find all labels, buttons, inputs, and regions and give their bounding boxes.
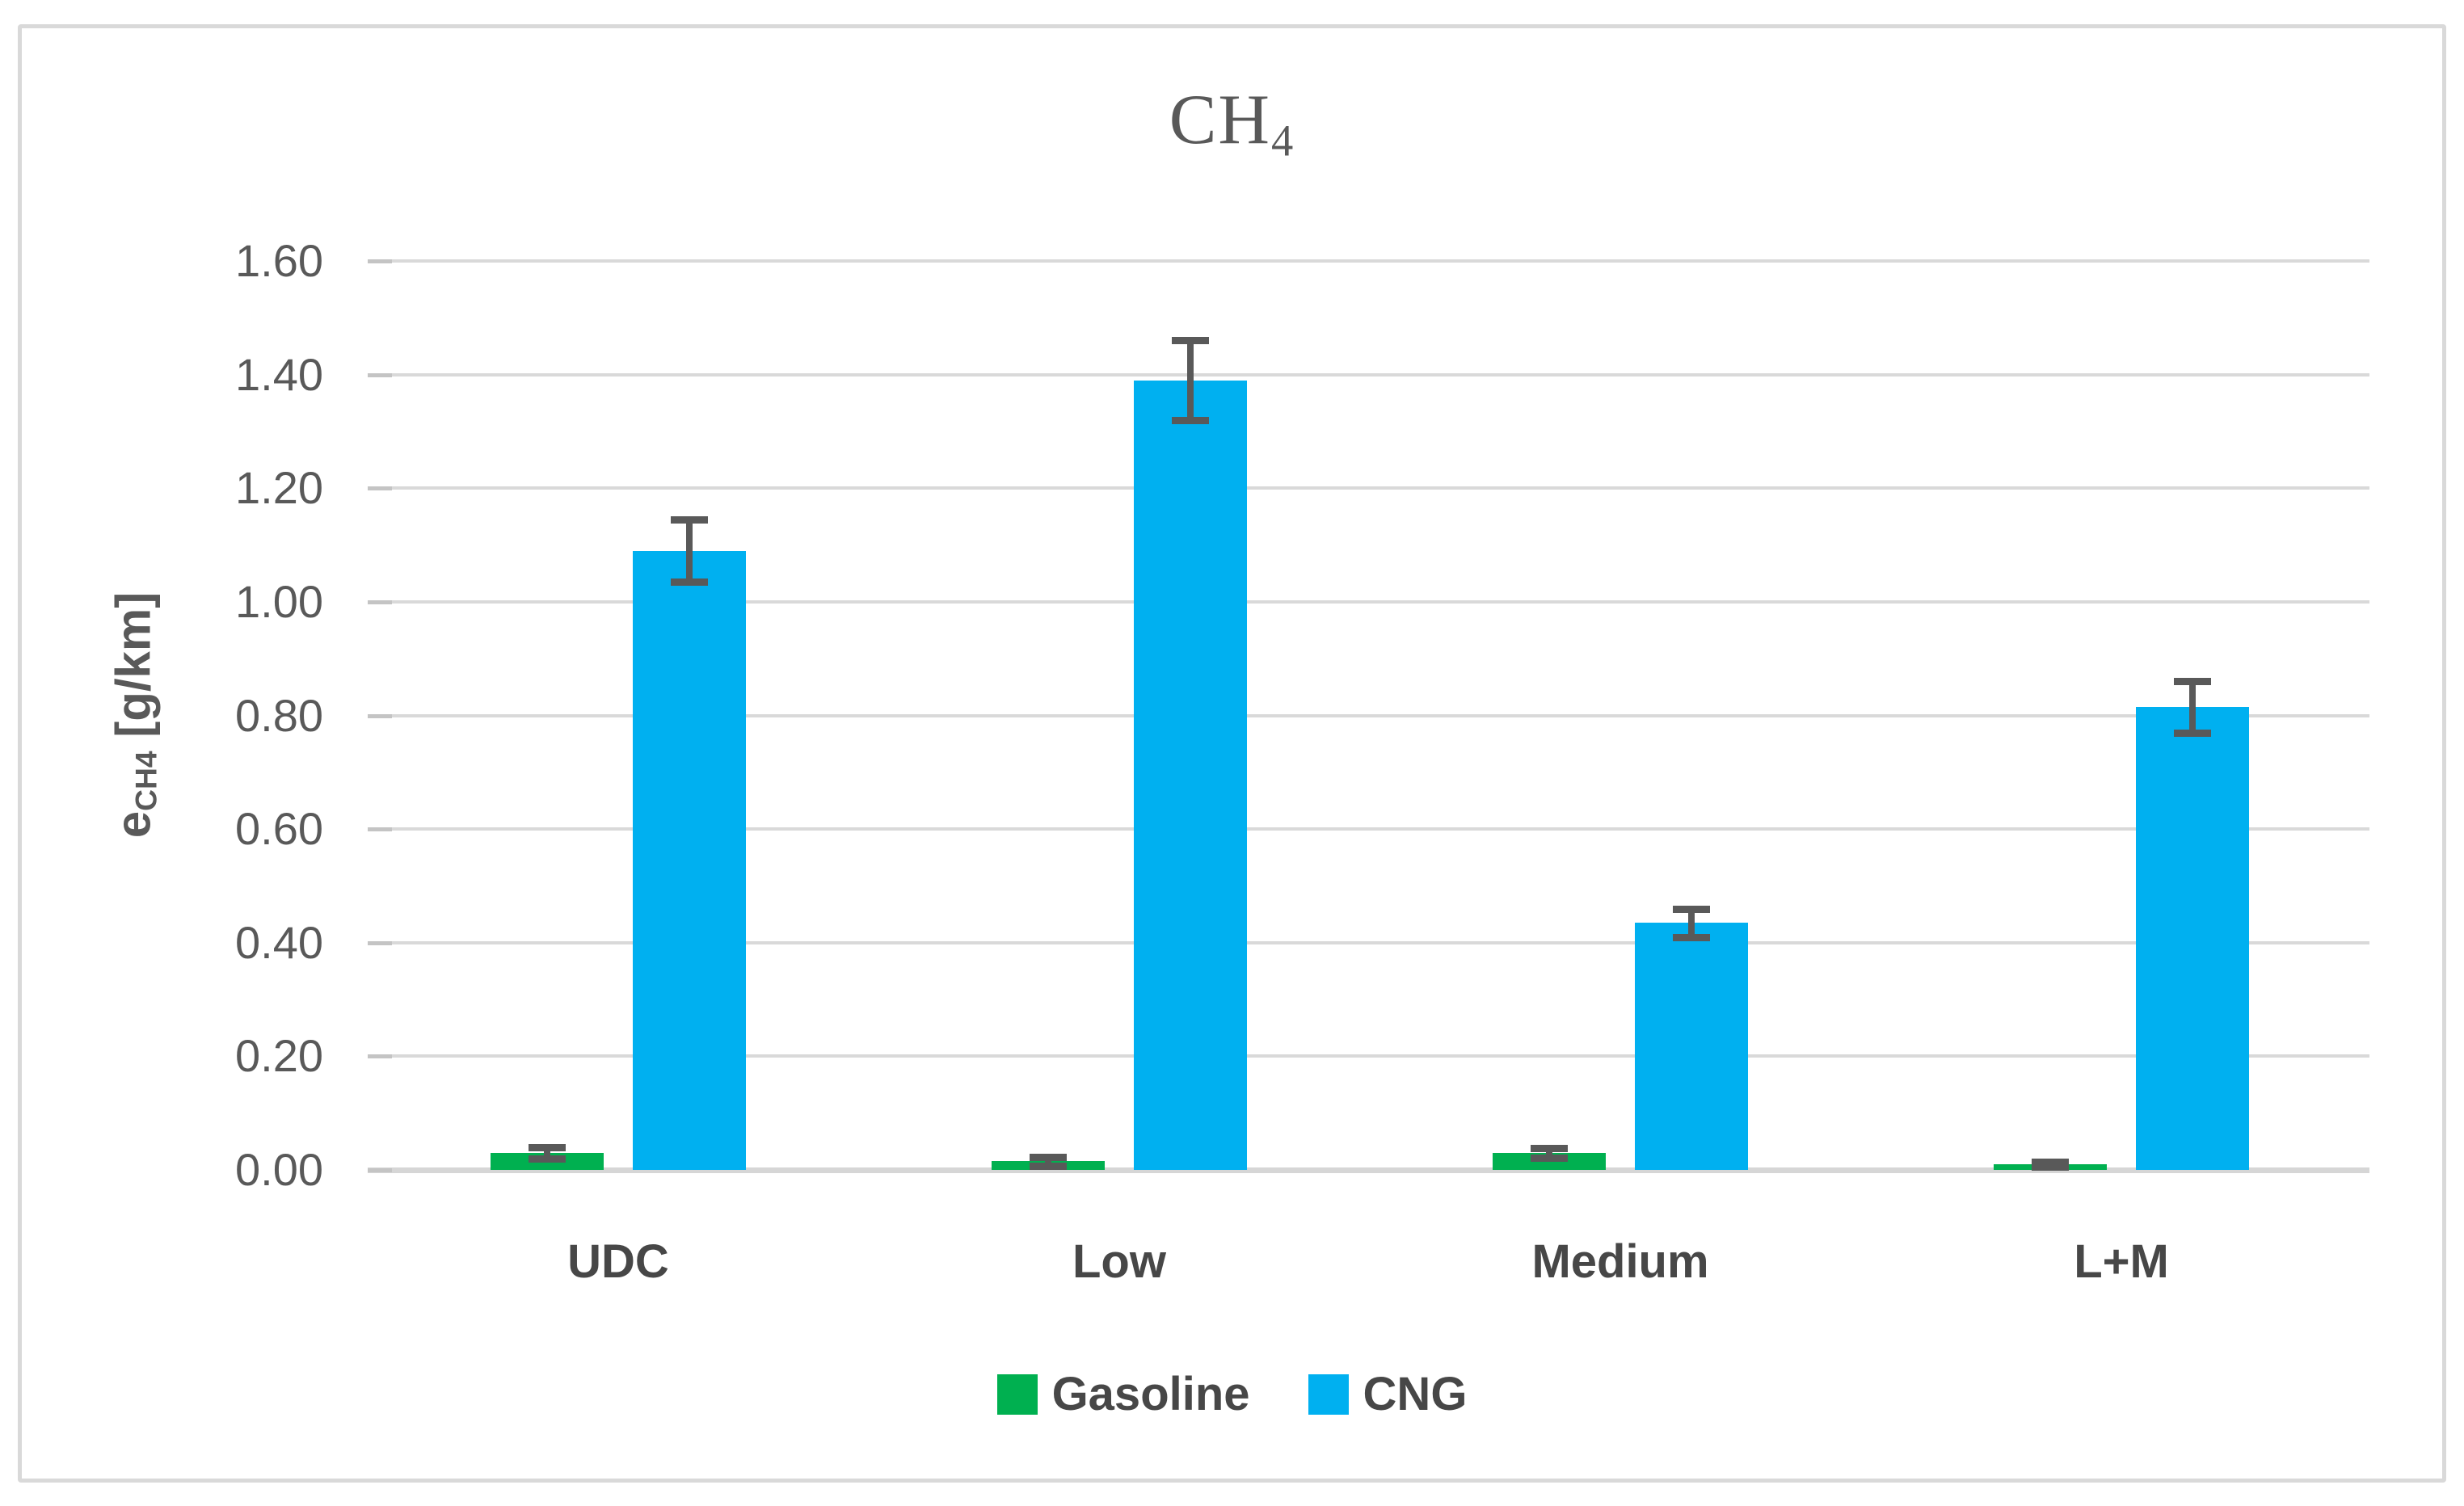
y-tick-label: 1.60 xyxy=(235,235,323,286)
x-axis-label-udc: UDC xyxy=(567,1235,669,1288)
y-tick-mark xyxy=(368,940,392,945)
error-bar-line xyxy=(1187,340,1194,420)
error-bar-cap xyxy=(1030,1163,1067,1171)
error-bar-cap xyxy=(1531,1154,1568,1162)
error-bar-cap xyxy=(2032,1163,2069,1171)
y-tick-label: 0.00 xyxy=(235,1144,323,1195)
error-bar-cap xyxy=(1172,337,1209,345)
y-tick-label: 1.20 xyxy=(235,462,323,514)
gridline xyxy=(368,372,2369,376)
legend-label-gasoline: Gasoline xyxy=(1051,1368,1250,1420)
y-tick-mark xyxy=(368,486,392,491)
error-bar-cap xyxy=(2174,729,2211,737)
legend: Gasoline CNG xyxy=(18,1367,2446,1421)
bar-cng-low xyxy=(1134,380,1247,1170)
error-bar-cap xyxy=(529,1143,566,1151)
error-bar-line xyxy=(686,519,693,583)
y-tick-label: 1.00 xyxy=(235,575,323,627)
legend-label-cng: CNG xyxy=(1363,1368,1468,1420)
x-axis-label-l+m: L+M xyxy=(2074,1235,2169,1288)
error-bar-cap xyxy=(2032,1159,2069,1167)
bar-cng-medium xyxy=(1635,923,1748,1170)
error-bar-line xyxy=(1688,908,1695,937)
y-tick-label: 0.20 xyxy=(235,1030,323,1082)
chart-title-text: CH xyxy=(1169,81,1271,159)
error-bar-cap xyxy=(1673,933,1710,941)
error-bar-line xyxy=(2189,681,2196,733)
gridline xyxy=(368,259,2369,263)
bar-cng-udc xyxy=(633,550,746,1170)
error-bar-line xyxy=(1546,1148,1552,1158)
y-tick-label: 0.40 xyxy=(235,916,323,968)
legend-swatch-gasoline xyxy=(996,1373,1038,1415)
x-axis-label-low: Low xyxy=(1072,1235,1166,1288)
x-axis-label-medium: Medium xyxy=(1531,1235,1709,1288)
gridline xyxy=(368,940,2369,944)
y-tick-mark xyxy=(368,713,392,718)
y-tick-label: 1.40 xyxy=(235,348,323,400)
error-bar-cap xyxy=(1531,1145,1568,1153)
error-bar-cap xyxy=(671,515,708,524)
x-axis-line xyxy=(368,1167,2369,1173)
error-bar-cap xyxy=(671,578,708,587)
error-bar-line xyxy=(544,1146,550,1159)
chart-title-subscript: 4 xyxy=(1270,116,1295,166)
y-tick-mark xyxy=(368,372,392,377)
gridline xyxy=(368,827,2369,831)
legend-swatch-cng xyxy=(1308,1373,1349,1415)
gridline xyxy=(368,713,2369,717)
legend-entry-gasoline: Gasoline xyxy=(996,1367,1250,1421)
y-tick-label: 0.60 xyxy=(235,803,323,855)
error-bar-line xyxy=(1045,1156,1051,1167)
y-tick-mark xyxy=(368,599,392,604)
plot-area xyxy=(368,259,2369,1173)
bar-cng-l+m xyxy=(2136,706,2249,1170)
y-tick-mark xyxy=(368,1168,392,1172)
y-tick-label: 0.80 xyxy=(235,689,323,741)
error-bar-cap xyxy=(1673,905,1710,913)
gridline xyxy=(368,1054,2369,1058)
chart-title: CH4 xyxy=(0,79,2464,162)
y-tick-mark xyxy=(368,1054,392,1059)
y-tick-mark xyxy=(368,827,392,832)
error-bar-cap xyxy=(529,1155,566,1163)
gridline xyxy=(368,486,2369,490)
y-tick-mark xyxy=(368,259,392,263)
error-bar-cap xyxy=(1172,416,1209,424)
error-bar-cap xyxy=(2174,678,2211,686)
gridline xyxy=(368,599,2369,604)
error-bar-cap xyxy=(1030,1153,1067,1161)
legend-entry-cng: CNG xyxy=(1308,1367,1468,1421)
